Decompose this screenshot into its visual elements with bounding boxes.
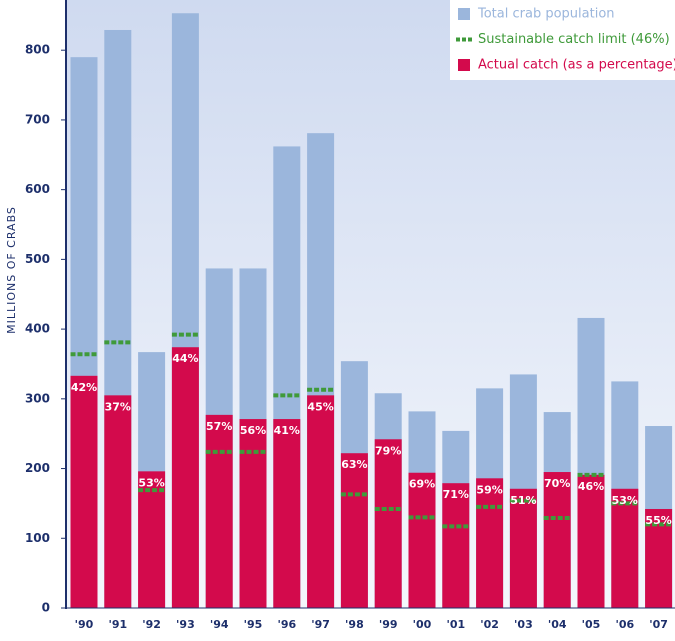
x-tick-label: '90 bbox=[75, 618, 94, 631]
x-tick-label: '05 bbox=[582, 618, 601, 631]
data-label: 70% bbox=[544, 477, 570, 490]
y-tick-label: 100 bbox=[25, 531, 50, 545]
data-label: 69% bbox=[409, 478, 435, 491]
x-tick-label: '95 bbox=[244, 618, 263, 631]
data-label: 53% bbox=[612, 494, 638, 507]
catch-bar bbox=[442, 483, 470, 608]
x-tick-label: '99 bbox=[379, 618, 398, 631]
data-label: 63% bbox=[341, 458, 367, 471]
legend-swatch bbox=[458, 59, 470, 71]
y-tick-label: 0 bbox=[42, 601, 50, 615]
data-label: 53% bbox=[138, 476, 164, 489]
data-label: 46% bbox=[578, 480, 604, 493]
plot-background bbox=[66, 0, 675, 608]
y-axis-label: MILLIONS OF CRABS bbox=[5, 206, 18, 334]
data-label: 37% bbox=[105, 400, 131, 413]
data-label: 51% bbox=[510, 494, 536, 507]
legend-swatch bbox=[458, 8, 470, 20]
data-label: 79% bbox=[375, 444, 401, 457]
y-tick-label: 800 bbox=[25, 43, 50, 57]
data-label: 55% bbox=[645, 514, 671, 527]
data-label: 59% bbox=[476, 483, 502, 496]
catch-bar bbox=[307, 395, 335, 608]
catch-bar bbox=[577, 474, 605, 608]
catch-bar bbox=[340, 453, 368, 608]
catch-bar bbox=[543, 472, 571, 608]
x-tick-label: '93 bbox=[176, 618, 195, 631]
catch-bar bbox=[476, 478, 504, 608]
y-tick-label: 700 bbox=[25, 112, 50, 126]
y-tick-label: 500 bbox=[25, 252, 50, 266]
x-tick-label: '04 bbox=[548, 618, 567, 631]
catch-bar bbox=[171, 347, 199, 608]
y-tick-label: 200 bbox=[25, 461, 50, 475]
catch-bar bbox=[273, 419, 301, 608]
data-label: 56% bbox=[240, 424, 266, 437]
x-tick-label: '07 bbox=[649, 618, 668, 631]
data-label: 71% bbox=[443, 488, 469, 501]
data-label: 42% bbox=[71, 381, 97, 394]
x-tick-label: '03 bbox=[514, 618, 533, 631]
catch-bar bbox=[408, 472, 436, 608]
catch-bar bbox=[509, 488, 537, 608]
x-tick-label: '06 bbox=[615, 618, 634, 631]
catch-bar bbox=[239, 419, 267, 608]
catch-bar bbox=[70, 375, 98, 608]
x-tick-label: '00 bbox=[413, 618, 432, 631]
x-tick-label: '02 bbox=[480, 618, 499, 631]
x-tick-label: '92 bbox=[142, 618, 161, 631]
data-label: 45% bbox=[307, 400, 333, 413]
catch-bar bbox=[205, 414, 233, 608]
y-tick-label: 300 bbox=[25, 391, 50, 405]
legend-label: Sustainable catch limit (46%) bbox=[478, 32, 670, 47]
y-tick-label: 400 bbox=[25, 322, 50, 336]
catch-bar bbox=[374, 439, 402, 608]
x-tick-label: '96 bbox=[277, 618, 296, 631]
data-label: 41% bbox=[274, 424, 300, 437]
x-tick-label: '94 bbox=[210, 618, 229, 631]
legend-label: Actual catch (as a percentage) bbox=[478, 58, 675, 73]
y-tick-label: 600 bbox=[25, 182, 50, 196]
catch-bar bbox=[104, 395, 132, 608]
x-tick-label: '01 bbox=[446, 618, 465, 631]
catch-bar bbox=[138, 471, 166, 608]
x-tick-label: '97 bbox=[311, 618, 330, 631]
legend-label: Total crab population bbox=[477, 7, 615, 22]
legend-box bbox=[450, 0, 675, 80]
catch-bar bbox=[611, 488, 639, 608]
x-tick-label: '98 bbox=[345, 618, 364, 631]
data-label: 57% bbox=[206, 420, 232, 433]
x-tick-label: '91 bbox=[108, 618, 127, 631]
data-label: 44% bbox=[172, 352, 198, 365]
